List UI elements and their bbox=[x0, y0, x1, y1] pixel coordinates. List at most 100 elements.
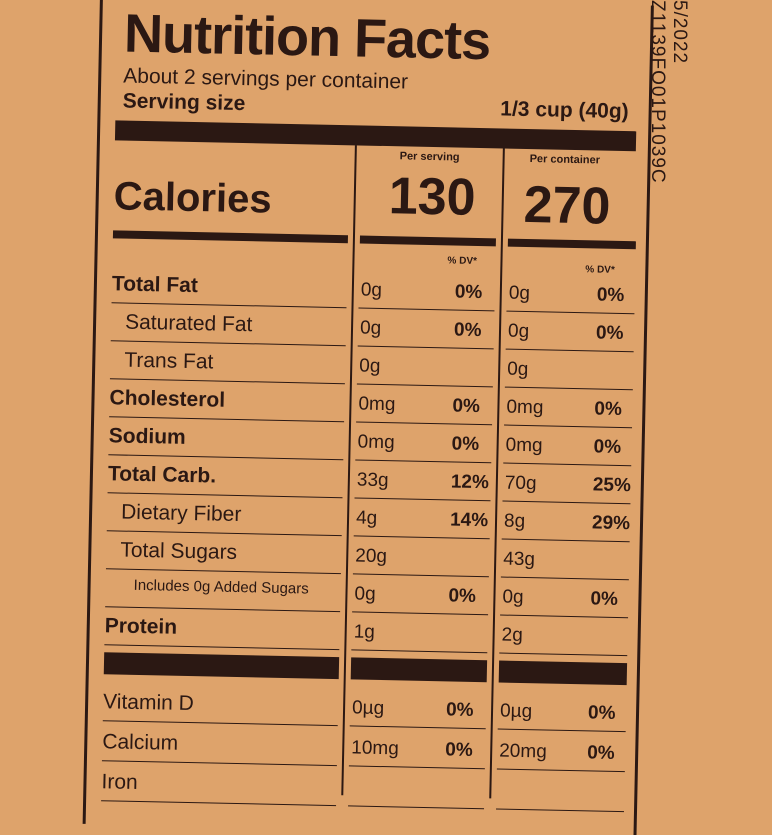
amount: 0mg bbox=[505, 434, 543, 457]
amount: 0g bbox=[502, 586, 524, 609]
nutrient-label: Cholesterol bbox=[109, 386, 226, 412]
row-line bbox=[348, 765, 485, 770]
nutrient-label: Includes 0g Added Sugars bbox=[133, 576, 309, 598]
rule bbox=[507, 238, 636, 250]
nutrient-label: Trans Fat bbox=[124, 348, 214, 374]
row-line bbox=[497, 728, 626, 733]
nutrient-label: Calcium bbox=[102, 730, 179, 755]
row-line bbox=[353, 535, 490, 540]
rule bbox=[359, 235, 496, 247]
col-header: Per serving bbox=[399, 150, 460, 164]
amount: 20g bbox=[355, 545, 388, 568]
amount: 0g bbox=[360, 279, 383, 301]
nutrient-label: Total Fat bbox=[111, 272, 199, 298]
amount: 70g bbox=[504, 472, 537, 495]
serving-size-label: Serving size bbox=[122, 89, 246, 116]
amount: 10mg bbox=[351, 737, 400, 760]
dv-header: % DV* bbox=[585, 264, 615, 276]
nutrient-label: Vitamin D bbox=[102, 690, 195, 716]
title: Nutrition Facts bbox=[123, 3, 491, 72]
row-line bbox=[109, 378, 345, 385]
nutrient-label: Iron bbox=[101, 770, 138, 794]
row-line bbox=[356, 383, 493, 388]
amount: 20mg bbox=[499, 740, 547, 763]
nutrient-label: Dietary Fiber bbox=[120, 500, 242, 527]
amount: 0g bbox=[507, 358, 529, 381]
vitamin-bar bbox=[498, 660, 628, 686]
row-line bbox=[352, 611, 489, 616]
daily-value: 0% bbox=[594, 398, 623, 421]
row-line bbox=[504, 386, 633, 391]
row-line bbox=[356, 421, 493, 426]
row-line bbox=[111, 302, 347, 309]
amount: 4g bbox=[355, 507, 378, 529]
daily-value: 0% bbox=[451, 433, 480, 456]
amount: 0g bbox=[508, 282, 531, 305]
daily-value: 25% bbox=[592, 474, 632, 497]
daily-value: 0% bbox=[445, 699, 474, 721]
calories-container: 270 bbox=[523, 175, 612, 236]
row-line bbox=[101, 760, 337, 767]
amount: 43g bbox=[503, 548, 536, 571]
amount: 0µg bbox=[499, 700, 533, 723]
row-line bbox=[109, 416, 345, 423]
amount: 0mg bbox=[506, 396, 544, 419]
row-line bbox=[499, 652, 628, 657]
row-line bbox=[102, 720, 338, 727]
amount: 0g bbox=[359, 355, 381, 377]
row-line bbox=[104, 644, 340, 651]
nutrient-label: Saturated Fat bbox=[124, 310, 253, 337]
page: {"side_text": ["5/2022", "Z1139FO01P1039… bbox=[82, 0, 690, 835]
thick-rule bbox=[114, 120, 637, 152]
row-line bbox=[500, 576, 629, 581]
daily-value: 0% bbox=[452, 395, 481, 418]
serving-size-value: 1/3 cup (40g) bbox=[500, 97, 629, 124]
side-date: 5/2022 bbox=[669, 0, 690, 65]
amount: 0g bbox=[359, 317, 382, 339]
amount: 0µg bbox=[351, 697, 385, 720]
rule bbox=[112, 230, 349, 244]
row-line bbox=[105, 568, 341, 575]
vitamin-bar bbox=[350, 657, 488, 683]
nutrient-label: Sodium bbox=[108, 424, 186, 449]
row-line bbox=[110, 340, 346, 347]
row-line bbox=[355, 459, 492, 464]
row-line bbox=[108, 454, 344, 461]
amount: 2g bbox=[501, 624, 524, 646]
nutrient-label: Total Sugars bbox=[120, 538, 238, 564]
row-line bbox=[351, 649, 488, 654]
row-line bbox=[496, 768, 625, 773]
row-line bbox=[357, 345, 494, 350]
daily-value: 0% bbox=[590, 588, 619, 610]
row-line bbox=[496, 808, 625, 813]
row-line bbox=[500, 614, 629, 619]
row-line bbox=[105, 606, 341, 613]
row-line bbox=[348, 805, 485, 810]
amount: 8g bbox=[503, 510, 526, 533]
row-line bbox=[501, 538, 630, 543]
row-line bbox=[354, 497, 491, 502]
daily-value: 0% bbox=[454, 281, 483, 304]
daily-value: 0% bbox=[453, 319, 482, 342]
dv-header: % DV* bbox=[447, 255, 478, 267]
row-line bbox=[358, 307, 495, 312]
amount: 0mg bbox=[357, 431, 395, 454]
daily-value: 0% bbox=[448, 585, 477, 608]
daily-value: 0% bbox=[587, 702, 616, 724]
daily-value: 0% bbox=[593, 436, 622, 459]
vitamin-bar bbox=[103, 652, 340, 680]
row-line bbox=[106, 530, 342, 537]
daily-value: 0% bbox=[596, 284, 625, 307]
daily-value: 29% bbox=[591, 512, 631, 535]
row-line bbox=[349, 725, 486, 730]
row-line bbox=[101, 800, 337, 807]
row-line bbox=[502, 500, 631, 505]
row-line bbox=[352, 573, 489, 578]
amount: 0g bbox=[354, 583, 376, 605]
amount: 0g bbox=[507, 320, 530, 343]
calories-label: Calories bbox=[113, 174, 273, 222]
daily-value: 0% bbox=[445, 739, 473, 761]
row-line bbox=[504, 424, 633, 429]
calories-serving: 130 bbox=[388, 167, 477, 227]
amount: 1g bbox=[353, 621, 376, 643]
